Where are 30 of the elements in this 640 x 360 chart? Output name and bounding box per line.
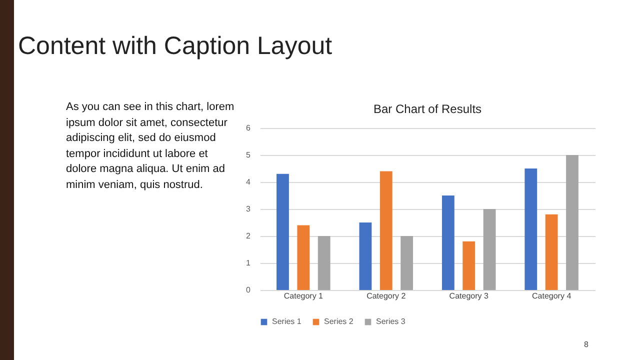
bar [483, 209, 496, 290]
bar [276, 174, 289, 290]
text: Content with Caption Layout [18, 32, 332, 61]
bar [566, 155, 578, 290]
bar [380, 171, 392, 290]
legend-label: Series 2 [324, 317, 354, 326]
y-tick-label: 3 [246, 204, 252, 214]
bar [297, 225, 310, 290]
x-tick-label: Category 3 [449, 292, 489, 300]
text: As you can see in this chart, lorem ipsum dolor sit amet, consectetur adipiscing elit, sed do eiusmod tempor incididunt ut labore et dolore magna aliqua. Ut enim ad minim veniam, quis nostrud. [66, 100, 236, 192]
bar [545, 214, 558, 290]
bar [359, 222, 372, 290]
chart-title: Bar Chart of Results [373, 102, 482, 116]
bar [318, 236, 330, 290]
bar [442, 196, 454, 290]
y-tick-label: 6 [246, 124, 252, 132]
legend-label: Series 1 [272, 317, 302, 326]
bar [462, 241, 476, 290]
bar [400, 236, 414, 290]
y-tick-label: 2 [246, 232, 252, 240]
x-tick-label: Category 2 [366, 292, 406, 300]
y-tick-label: 1 [246, 258, 252, 268]
y-tick-label: 4 [246, 178, 252, 186]
text: 8 [584, 340, 588, 349]
x-tick-label: Category 1 [284, 292, 324, 300]
bar [524, 168, 538, 290]
x-tick-label: Category 4 [532, 292, 572, 300]
y-tick-label: 0 [246, 286, 252, 294]
y-tick-label: 5 [246, 150, 252, 160]
legend-label: Series 3 [376, 317, 406, 326]
